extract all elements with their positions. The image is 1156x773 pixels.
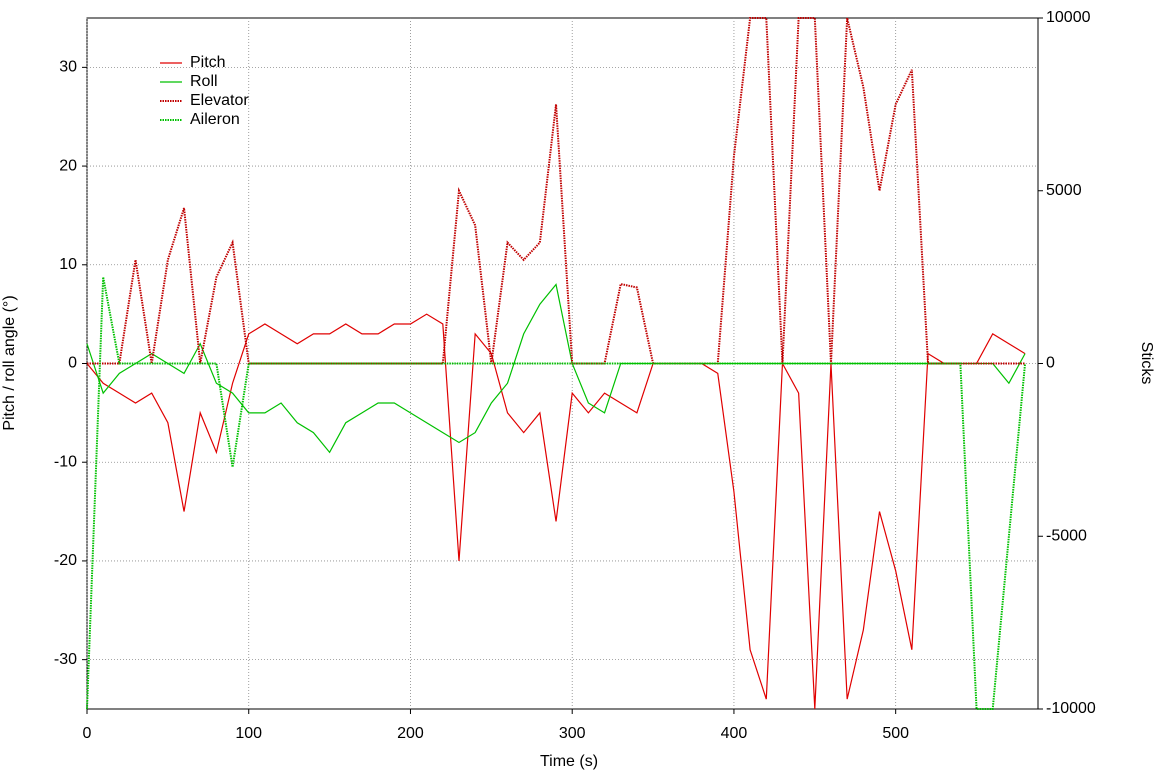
legend-label: Pitch — [190, 54, 226, 71]
x-tick-label: 500 — [882, 725, 909, 742]
x-tick-label: 300 — [559, 725, 586, 742]
x-tick-label: 100 — [235, 725, 262, 742]
x-tick-label: 0 — [83, 725, 92, 742]
y-tick-label: 20 — [59, 157, 77, 174]
y-tick-label: 10 — [59, 256, 77, 273]
series-line — [86, 276, 1027, 710]
y2-axis-label: Sticks — [1138, 342, 1155, 385]
y-tick-label: 30 — [59, 59, 77, 76]
series-line — [86, 313, 1026, 710]
legend-label: Aileron — [190, 111, 240, 128]
y-tick-label: 0 — [68, 355, 77, 372]
y2-tick-label: 0 — [1046, 355, 1055, 372]
series-line — [86, 283, 1026, 454]
y-tick-label: -20 — [54, 552, 77, 569]
y-tick-label: -30 — [54, 651, 77, 668]
y2-tick-label: 5000 — [1046, 182, 1082, 199]
series-line — [87, 17, 1026, 365]
x-tick-label: 400 — [721, 725, 748, 742]
y-axis-label: Pitch / roll angle (°) — [1, 295, 18, 430]
x-axis-label: Time (s) — [540, 753, 598, 770]
legend-label: Roll — [190, 73, 218, 90]
y-tick-label: -10 — [54, 453, 77, 470]
y2-tick-label: 10000 — [1046, 9, 1091, 26]
legend-label: Elevator — [190, 92, 249, 109]
y2-tick-label: -10000 — [1046, 700, 1096, 717]
y2-tick-label: -5000 — [1046, 527, 1087, 544]
x-tick-label: 200 — [397, 725, 424, 742]
